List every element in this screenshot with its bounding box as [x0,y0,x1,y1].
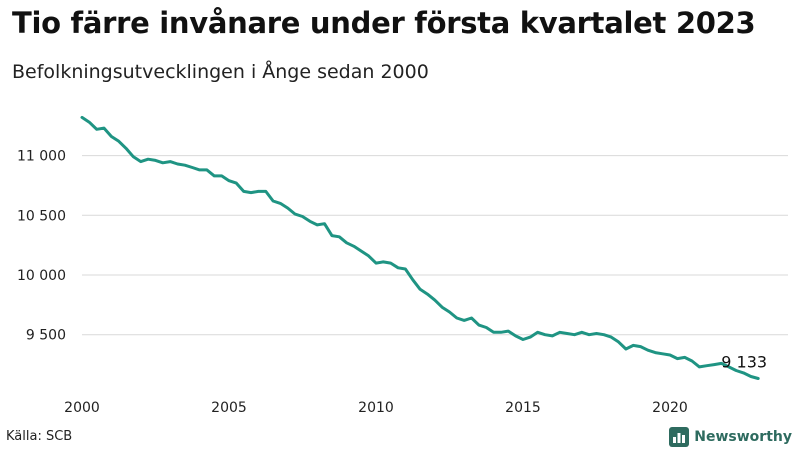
x-tick-label: 2010 [358,400,394,416]
brand-logo: Newsworthy [669,426,792,448]
y-tick-label: 9 500 [26,328,66,344]
y-tick-label: 11 000 [17,149,66,165]
x-tick-label: 2015 [505,400,541,416]
end-value-label: 9 133 [721,353,767,372]
y-tick-label: 10 000 [17,268,66,284]
y-gridlines [82,155,788,336]
source-note: Källa: SCB [6,429,73,444]
chart-subtitle: Befolkningsutvecklingen i Ånge sedan 200… [12,61,429,83]
x-axis-tick-labels: 2000 2005 2010 2015 2020 [64,400,688,416]
y-tick-label: 10 500 [17,208,66,224]
y-axis-tick-labels: 9 500 10 000 10 500 11 000 [17,149,66,344]
brand-name: Newsworthy [694,429,792,445]
x-tick-label: 2005 [211,400,247,416]
x-tick-label: 2000 [64,400,100,416]
chart-title: Tio färre invånare under första kvartale… [12,6,756,40]
population-line [80,115,760,380]
x-tick-label: 2020 [652,400,688,416]
bar-chart-logo-icon [669,427,690,447]
